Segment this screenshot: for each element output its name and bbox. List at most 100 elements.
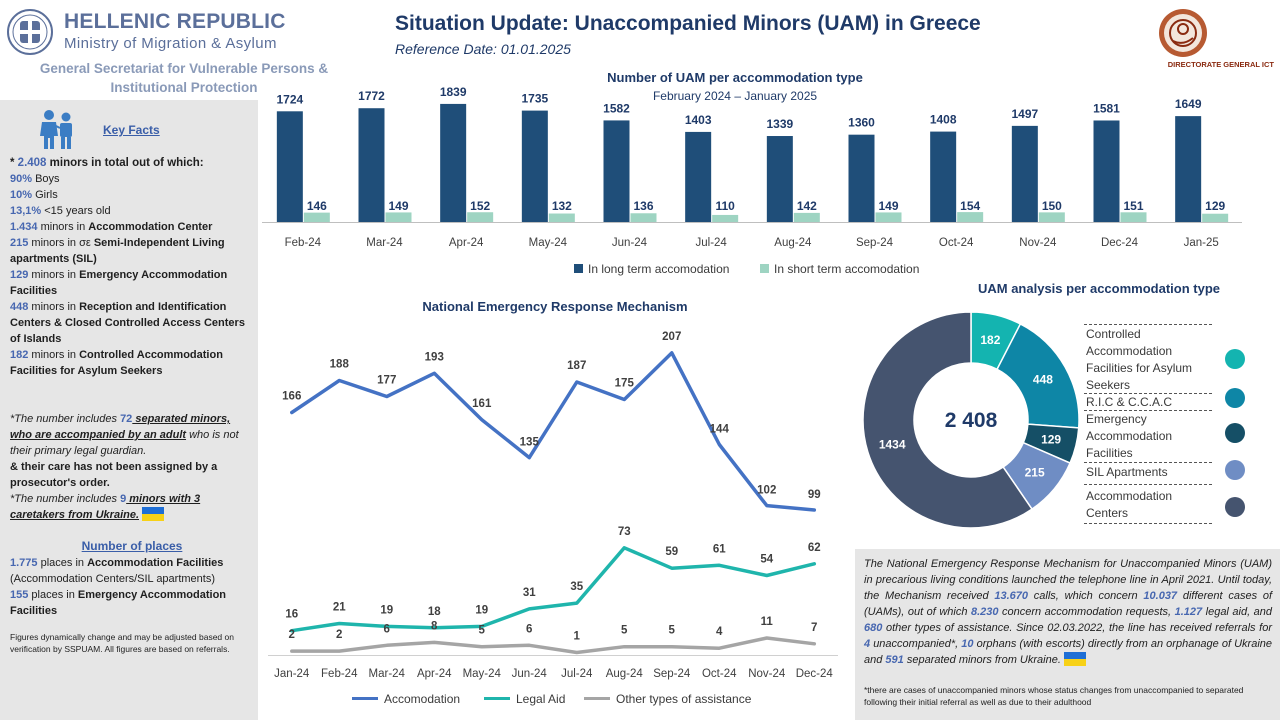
bar-legend-long: In long term accomodation — [574, 262, 729, 276]
bar-short-label: 142 — [797, 199, 817, 213]
bar-long — [930, 131, 957, 222]
donut-legend-accommodation: Accommodation Centers — [1086, 489, 1173, 520]
legend-dot-caf — [1225, 349, 1245, 369]
fact-boys: 90% Boys — [10, 173, 60, 185]
bar-x-tick: Jan-25 — [1184, 237, 1219, 249]
bar-short-label: 154 — [960, 199, 980, 213]
places-title: Number of places — [81, 539, 183, 553]
bar-long — [1011, 125, 1038, 222]
bar-x-tick: May-24 — [529, 237, 568, 249]
donut-legend-caf: Controlled Accommodation Facilities for … — [1086, 327, 1193, 392]
ukraine-flag-icon — [1063, 652, 1086, 666]
donut-legend-emergency: Emergency Accommodation Facilities — [1086, 412, 1173, 460]
bar-short-label: 149 — [878, 199, 898, 213]
bar-long-label: 1408 — [930, 113, 957, 127]
bar-long-label: 1724 — [276, 92, 303, 106]
country-name: HELLENIC REPUBLIC — [64, 10, 286, 33]
bar-long — [1093, 120, 1120, 222]
figures-footnote: Figures dynamically change and may be ad… — [10, 632, 234, 654]
bar-short-label: 110 — [715, 199, 735, 213]
bar-x-tick: Jun-24 — [612, 237, 648, 249]
fact-sil: 215 minors in σε Semi-Independent Living… — [10, 237, 225, 265]
bar-long — [848, 134, 875, 222]
bar-x-tick: Sep-24 — [856, 237, 894, 249]
places-emergency: 155 places in Emergency Accommodation Fa… — [10, 589, 227, 617]
legend-line-accomodation — [352, 697, 378, 700]
bar-short — [548, 213, 575, 222]
ukraine-flag-icon — [142, 507, 165, 521]
line-legend-legal: Legal Aid — [484, 692, 565, 706]
fact-ric: 448 minors in Reception and Identificati… — [10, 301, 245, 345]
bar-short-label: 149 — [388, 199, 408, 213]
directorate-logo-icon — [1159, 9, 1207, 57]
places-accommodation-detail: (Accommodation Centers/SIL apartments) — [10, 573, 216, 585]
bar-x-tick: Mar-24 — [366, 237, 403, 249]
note-separated: *The number includes 72 separated minors… — [10, 413, 239, 457]
bar-long — [276, 111, 303, 222]
bar-short — [957, 212, 984, 222]
bar-long-label: 1772 — [358, 89, 385, 103]
bar-long — [440, 103, 467, 222]
bar-long — [1175, 116, 1202, 222]
legend-dot-emergency — [1225, 423, 1245, 443]
bar-short — [467, 212, 494, 222]
bar-long — [521, 110, 548, 222]
bar-short — [793, 212, 820, 222]
bar-long-label: 1649 — [1175, 97, 1202, 111]
children-icon — [40, 110, 72, 149]
bar-short — [875, 212, 902, 222]
bar-long — [766, 136, 793, 222]
bar-long — [358, 108, 385, 222]
secretariat-name: General Secretariat for Vulnerable Perso… — [39, 61, 329, 95]
bar-short — [630, 213, 657, 222]
bar-short-label: 152 — [470, 199, 490, 213]
legend-divider — [1084, 523, 1212, 524]
fact-caf: 182 minors in Controlled Accommodation F… — [10, 349, 223, 377]
bar-chart-subtitle: February 2024 – January 2025 — [652, 89, 818, 103]
legend-dot-sil — [1225, 460, 1245, 480]
directorate-label: DIRECTORATE GENERAL ICT — [1167, 60, 1274, 69]
page-title: Situation Update: Unaccompanied Minors (… — [395, 12, 981, 35]
bar-x-tick: Aug-24 — [774, 237, 812, 249]
fact-girls: 10% Girls — [10, 189, 58, 201]
legend-divider — [1084, 410, 1212, 411]
bar-short-label: 132 — [552, 199, 572, 213]
bar-x-tick: Jul-24 — [696, 237, 728, 249]
greek-emblem-icon — [7, 9, 53, 55]
bar-short — [385, 212, 412, 222]
legend-line-legal — [484, 697, 510, 700]
bar-short-label: 136 — [633, 199, 653, 213]
bar-short — [1038, 212, 1065, 222]
legend-swatch-short — [760, 264, 769, 273]
legend-dot-accommodation — [1225, 497, 1245, 517]
bar-x-tick: Feb-24 — [285, 237, 322, 249]
bar-x-tick: Dec-24 — [1101, 237, 1139, 249]
bar-long-label: 1497 — [1011, 107, 1038, 121]
bar-short — [1120, 212, 1147, 222]
bar-chart-title: Number of UAM per accommodation type — [607, 70, 863, 85]
line-legend-accomodation: Accomodation — [352, 692, 460, 706]
legend-divider — [1084, 324, 1212, 325]
bar-long-label: 1339 — [766, 117, 793, 131]
bar-x-tick: Oct-24 — [939, 237, 974, 249]
bar-short-label: 151 — [1123, 199, 1143, 213]
donut-chart-title: UAM analysis per accommodation type — [977, 281, 1220, 296]
key-facts-title: Key Facts — [103, 123, 160, 137]
bar-long-label: 1582 — [603, 101, 630, 115]
legend-dot-ric — [1225, 388, 1245, 408]
fact-emergency: 129 minors in Emergency Accommodation Fa… — [10, 269, 228, 297]
legend-swatch-long — [574, 264, 583, 273]
mechanism-footnote: *there are cases of unaccompanied minors… — [864, 685, 1244, 707]
bar-long-label: 1581 — [1093, 101, 1120, 115]
bar-legend-short: In short term accomodation — [760, 262, 919, 276]
bar-short — [303, 212, 330, 222]
note-prosecutor: & their care has not been assigned by a … — [10, 461, 218, 489]
line-chart-title: National Emergency Response Mechanism — [422, 299, 688, 314]
bar-x-tick: Apr-24 — [449, 237, 484, 249]
mechanism-info-box — [855, 549, 1280, 720]
key-facts-panel — [0, 100, 258, 720]
legend-divider — [1084, 484, 1212, 485]
note-ukraine: *The number includes 9 minors with 3 car… — [10, 493, 201, 521]
bar-short — [712, 214, 739, 222]
